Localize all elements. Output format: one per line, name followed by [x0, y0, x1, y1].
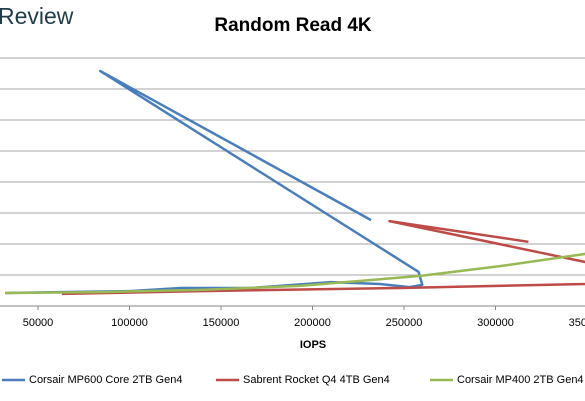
legend-label: Sabrent Rocket Q4 4TB Gen4 — [243, 374, 390, 386]
x-tick-label: 300000 — [477, 317, 514, 329]
logo-text: Review — [0, 3, 74, 29]
x-tick-label: 50000 — [23, 317, 54, 329]
x-tick-label: 200000 — [294, 317, 331, 329]
x-tick-label: 350000 — [569, 317, 585, 329]
x-axis-label: IOPS — [300, 339, 326, 351]
series-line — [61, 219, 585, 296]
x-tick-label: 150000 — [203, 317, 240, 329]
legend-label: Corsair MP400 2TB Gen4 — [457, 374, 584, 386]
chart-title: Random Read 4K — [214, 15, 372, 36]
legend-label: Corsair MP600 Core 2TB Gen4 — [29, 374, 182, 386]
series-line — [5, 252, 585, 295]
x-tick-label: 100000 — [111, 317, 148, 329]
x-tick-label: 250000 — [386, 317, 423, 329]
